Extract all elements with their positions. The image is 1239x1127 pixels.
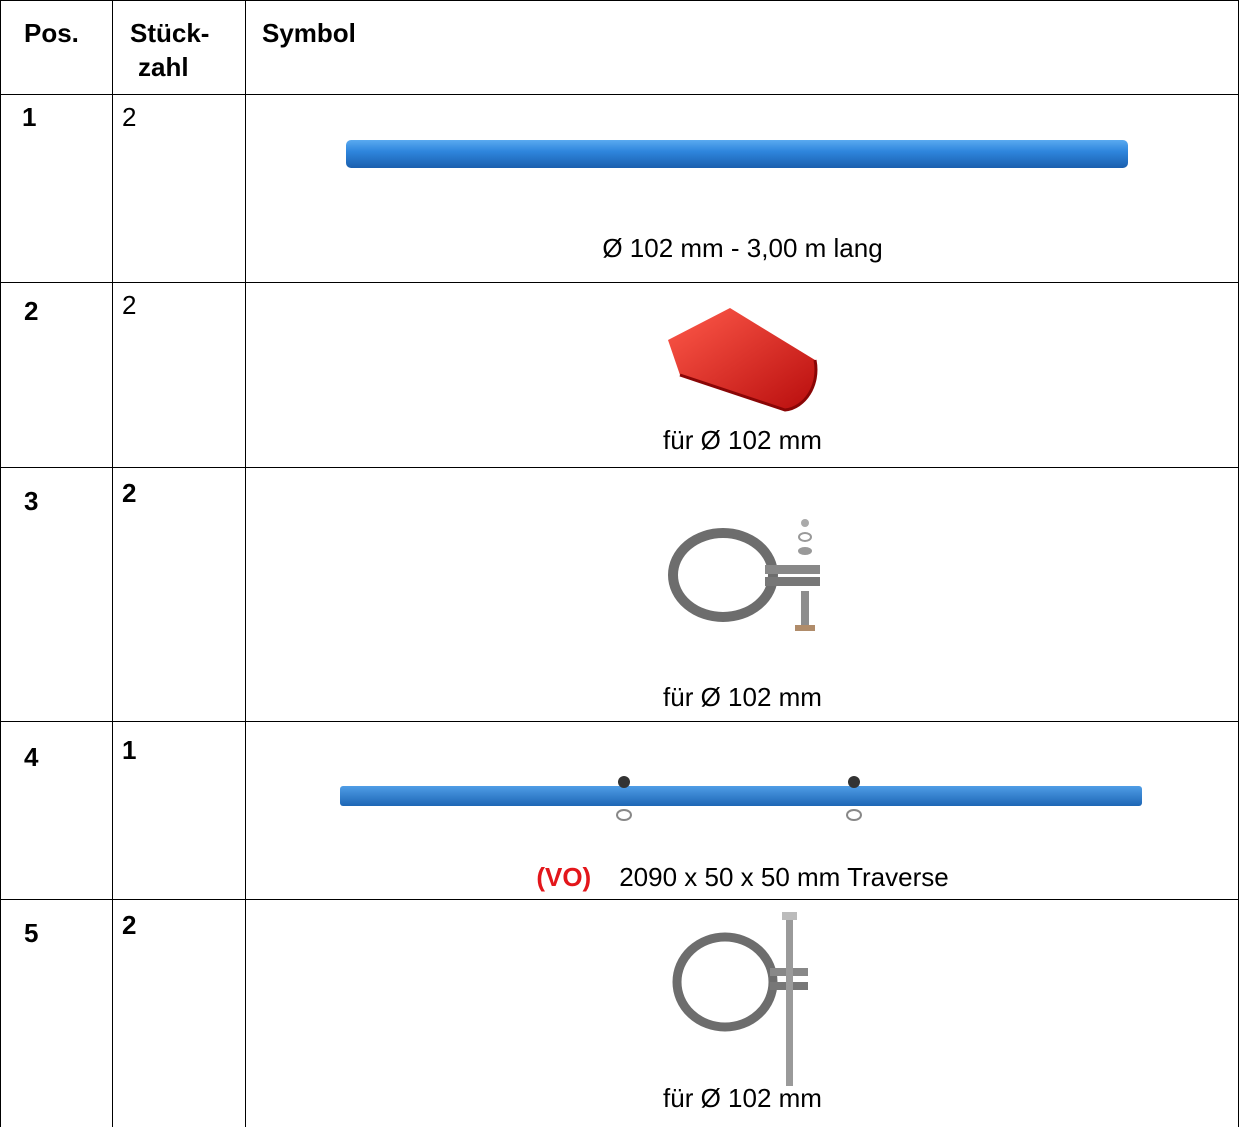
caption: Ø 102 mm - 3,00 m lang: [246, 233, 1239, 263]
qty: 1: [122, 735, 136, 765]
pos: 3: [24, 486, 38, 516]
qty: 2: [122, 910, 136, 940]
header-qty: Stück-: [130, 18, 209, 48]
pos: 2: [24, 296, 38, 326]
header-qty: zahl: [138, 52, 189, 82]
caption-prefix: (VO): [536, 862, 591, 892]
rule: [0, 721, 1239, 722]
caption: für Ø 102 mm: [246, 682, 1239, 712]
pos: 1: [22, 102, 36, 132]
clamp-image: [670, 910, 820, 1095]
pipe-image: [340, 135, 1135, 175]
caption: für Ø 102 mm: [246, 425, 1239, 455]
rule: [245, 0, 246, 1127]
pos: 4: [24, 742, 38, 772]
qty: 2: [122, 478, 136, 508]
rule: [0, 282, 1239, 283]
qty: 2: [122, 290, 136, 320]
header-pos: Pos.: [24, 18, 79, 48]
rule: [0, 899, 1239, 900]
clamp-image: [665, 515, 835, 640]
rule: [0, 0, 1, 1127]
rule: [0, 94, 1239, 95]
header-symbol: Symbol: [262, 18, 356, 48]
caption: 2090 x 50 x 50 mm Traverse: [619, 862, 948, 892]
pos: 5: [24, 918, 38, 948]
cap-image: [660, 300, 830, 415]
rule: [0, 0, 1239, 1]
caption-line: (VO) 2090 x 50 x 50 mm Traverse: [246, 862, 1239, 892]
traverse-image: [336, 770, 1146, 830]
qty: 2: [122, 102, 136, 132]
rule: [112, 0, 113, 1127]
rule: [0, 467, 1239, 468]
page: Pos. Stück- zahl Symbol 1 2 2 2 3 2 4 1 …: [0, 0, 1239, 1127]
